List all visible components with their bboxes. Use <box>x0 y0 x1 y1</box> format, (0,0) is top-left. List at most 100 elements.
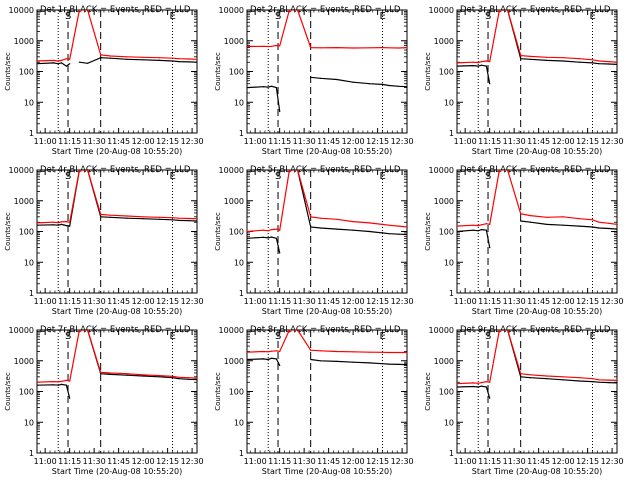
data-point-red <box>188 58 190 60</box>
y-axis-label: Counts/sec <box>424 372 432 411</box>
y-tick-label: 1000 <box>14 197 34 206</box>
data-point-red <box>262 229 264 231</box>
data-point-black <box>60 383 63 385</box>
data-point-black <box>398 233 400 235</box>
x-tick-label: 11:45 <box>527 297 550 306</box>
x-tick-label: 11:30 <box>293 457 316 466</box>
data-point-red <box>178 58 180 60</box>
x-tick-label: 11:00 <box>244 457 267 466</box>
data-point-red <box>247 45 248 48</box>
data-point-red <box>578 58 581 60</box>
time-marker-label: S <box>275 171 281 182</box>
data-point-red <box>65 221 67 223</box>
data-point-red <box>78 10 80 11</box>
series-line-black <box>247 357 281 366</box>
time-marker-label: E <box>590 331 596 342</box>
data-point-black <box>546 223 548 225</box>
series-line-black <box>37 62 71 67</box>
data-point-red <box>60 221 63 223</box>
y-tick-label: 10 <box>234 98 244 107</box>
data-point-red <box>498 10 500 11</box>
data-point-red <box>520 55 522 57</box>
data-point-black <box>616 382 617 384</box>
data-point-red <box>477 382 479 384</box>
data-point-red <box>171 57 174 59</box>
data-point-red <box>100 54 102 56</box>
x-tick-label: 11:15 <box>58 457 81 466</box>
data-point-red <box>562 57 564 59</box>
data-point-black <box>336 78 338 81</box>
y-tick-label: 100 <box>19 228 34 237</box>
y-tick-label: 10 <box>444 98 454 107</box>
x-tick-label: 11:00 <box>34 457 57 466</box>
data-point-black <box>608 63 610 65</box>
x-tick-label: 12:30 <box>391 457 414 466</box>
data-point-red <box>520 373 522 375</box>
data-point-red <box>270 229 273 231</box>
x-tick-label: 12:00 <box>552 297 575 306</box>
y-tick-label: 100 <box>439 68 454 77</box>
y-tick-label: 100 <box>229 228 244 237</box>
data-point-red <box>368 351 370 353</box>
data-point-black <box>267 86 269 88</box>
data-point-red <box>142 216 144 218</box>
data-point-black <box>520 58 522 60</box>
data-point-red <box>270 350 273 352</box>
time-marker-label: E <box>590 171 596 182</box>
data-point-black <box>546 59 548 62</box>
data-point-red <box>319 350 322 352</box>
data-point-red <box>279 229 281 231</box>
data-point-red <box>498 330 500 331</box>
data-point-black <box>247 87 248 89</box>
data-point-black <box>616 228 617 230</box>
data-point-black <box>406 364 407 366</box>
panel-title: Det 6r BLACK = Events, RED = LLD <box>460 165 611 175</box>
data-point-red <box>472 61 474 63</box>
data-point-red <box>297 330 299 331</box>
data-point-red <box>616 223 617 225</box>
data-point-black <box>578 380 581 382</box>
data-point-black <box>529 58 532 60</box>
data-point-red <box>319 217 322 219</box>
x-tick-label: 11:30 <box>503 457 526 466</box>
data-point-black <box>485 229 487 231</box>
x-tick-label: 12:30 <box>601 297 624 306</box>
data-point-red <box>158 57 160 59</box>
data-point-red <box>616 61 617 63</box>
time-marker-label: S <box>65 331 71 342</box>
data-point-red <box>485 223 487 225</box>
data-point-red <box>520 213 522 215</box>
data-point-black <box>178 219 180 221</box>
x-tick-label: 11:15 <box>478 137 501 146</box>
y-tick-label: 1 <box>29 289 34 298</box>
data-point-red <box>489 223 491 225</box>
x-tick-label: 12:15 <box>576 297 599 306</box>
data-point-red <box>109 55 112 57</box>
data-point-red <box>65 58 67 60</box>
time-marker-label: S <box>485 11 491 22</box>
data-point-black <box>480 385 483 387</box>
data-point-black <box>336 228 338 230</box>
x-tick-label: 11:15 <box>478 297 501 306</box>
data-point-black <box>247 358 248 361</box>
data-point-black <box>57 224 59 226</box>
data-point-black <box>142 375 144 377</box>
x-tick-label: 12:15 <box>156 137 179 146</box>
data-point-red <box>598 60 600 62</box>
data-point-red <box>388 47 390 49</box>
data-point-red <box>398 225 400 227</box>
data-point-black <box>109 57 112 59</box>
data-point-black <box>381 232 384 234</box>
data-point-black <box>310 76 312 78</box>
data-point-red <box>52 221 54 223</box>
time-marker-label: E <box>590 11 596 22</box>
data-point-red <box>457 225 458 227</box>
data-point-black <box>275 237 277 239</box>
data-point-red <box>126 215 128 217</box>
series-line-black <box>457 64 491 84</box>
y-tick-label: 1000 <box>14 37 34 46</box>
data-point-black <box>485 386 487 388</box>
data-point-black <box>78 61 80 63</box>
data-point-black <box>368 83 370 85</box>
y-tick-label: 10 <box>444 418 454 427</box>
